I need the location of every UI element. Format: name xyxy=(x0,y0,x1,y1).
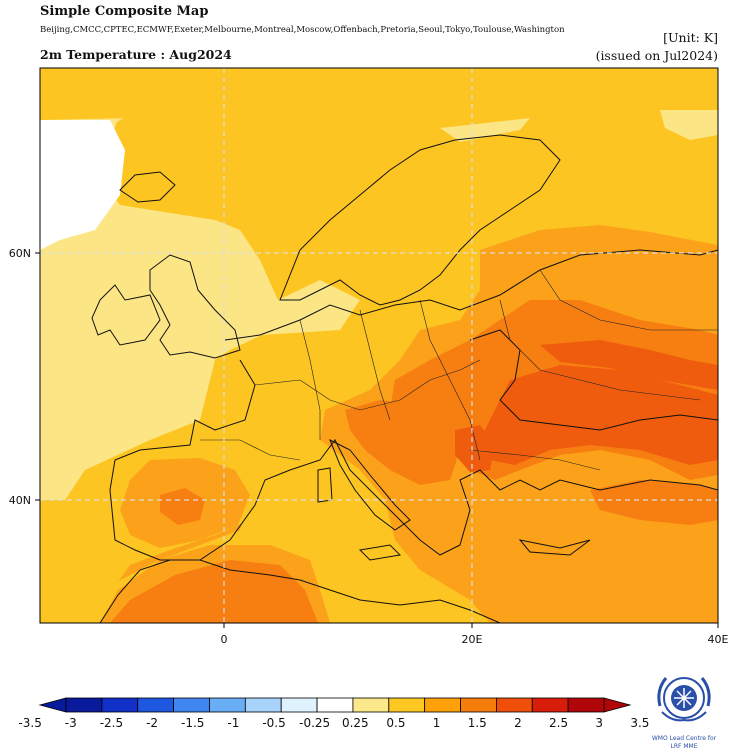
colorbar-extend-low xyxy=(38,697,67,713)
anomaly-area-025-05-svalbard xyxy=(440,118,530,142)
sicily-coast xyxy=(358,544,402,561)
ireland-coast xyxy=(91,284,161,346)
colorbar-label: 2.5 xyxy=(549,716,568,730)
colorbar-swatch xyxy=(280,697,318,713)
colorbar-label: -0.5 xyxy=(262,716,285,730)
border-line xyxy=(499,299,701,401)
scandinavia-coast xyxy=(279,134,561,306)
border-line xyxy=(200,439,301,461)
anomaly-area-15-2-turkey xyxy=(590,480,718,525)
colorbar-swatch xyxy=(137,697,175,713)
colorbar-swatch xyxy=(352,697,390,713)
colorbar: -3.5 -3 -2.5 -2 -1.5 -1 -0.5 -0.25 0.25 0.5 1 1.5 2 2… xyxy=(18,697,649,730)
lon-label-20e: 20E xyxy=(462,633,483,646)
colorbar-swatch xyxy=(316,697,354,713)
anomaly-area-025-05-barents xyxy=(660,110,718,140)
lat-label-60n: 60N xyxy=(9,247,31,260)
map-title: Simple Composite Map xyxy=(40,4,209,19)
colorbar-label: 1.5 xyxy=(468,716,487,730)
colorbar-label: 2 xyxy=(514,716,522,730)
colorbar-swatch xyxy=(101,697,139,713)
border-line xyxy=(469,449,601,471)
britain-coast xyxy=(149,254,241,359)
colorbar-swatch xyxy=(244,697,282,713)
wmo-emblem-icon xyxy=(657,677,711,722)
colorbar-extend-high xyxy=(603,697,632,713)
anomaly-area-025-05-west xyxy=(40,68,360,500)
wmo-logo: WMO Lead Centre for LRF MME xyxy=(652,677,717,750)
border-line xyxy=(299,319,321,440)
country-borders xyxy=(200,269,718,471)
lon-label-0: 0 xyxy=(221,633,228,646)
border-line xyxy=(359,309,391,421)
anomaly-area-2-25-ukraine xyxy=(480,365,718,465)
colorbar-swatch xyxy=(531,697,569,713)
anomaly-area-2-25-serbia xyxy=(455,425,495,472)
logo-text-line2: LRF MME xyxy=(670,743,697,750)
colorbar-label: -2 xyxy=(146,716,158,730)
north-coast xyxy=(224,249,718,341)
lat-label-40n: 40N xyxy=(9,494,31,507)
colorbar-label: 3.5 xyxy=(630,716,649,730)
anomaly-area-15-2-spain xyxy=(160,488,205,525)
colorbar-label: 0.5 xyxy=(386,716,405,730)
africa-coast xyxy=(99,559,501,623)
colorbar-label: -1 xyxy=(227,716,239,730)
colorbar-swatch xyxy=(424,697,461,713)
anomaly-area-15-2-africa xyxy=(110,560,318,623)
coastlines xyxy=(91,134,718,623)
ticks xyxy=(35,252,719,628)
anomaly-area-2-25-russia xyxy=(540,340,718,390)
lon-label-40e: 40E xyxy=(708,633,729,646)
colorbar-swatch xyxy=(495,697,533,713)
mediterranean-north-coast xyxy=(109,359,718,561)
colorbar-label: -3 xyxy=(65,716,77,730)
map-frame xyxy=(39,67,719,624)
unit-label: [Unit: K] xyxy=(663,30,718,45)
map-subtitle: 2m Temperature : Aug2024 xyxy=(40,47,232,62)
issued-label: (issued on Jul2024) xyxy=(595,48,718,63)
crete-coast xyxy=(518,539,591,556)
colorbar-label: 1 xyxy=(433,716,441,730)
colorbar-label: -2.5 xyxy=(100,716,123,730)
colorbar-label: -3.5 xyxy=(18,716,41,730)
anomaly-area-05-1-arctic xyxy=(40,68,225,120)
anomaly-area-025-05-atlantic xyxy=(40,215,125,375)
model-list: Beijing,CMCC,CPTEC,ECMWF,Exeter,Melbourn… xyxy=(40,25,565,35)
colorbar-label: -0.25 xyxy=(299,716,330,730)
anomaly-field xyxy=(40,68,718,623)
gridlines xyxy=(40,68,718,623)
border-line xyxy=(539,269,718,331)
border-line xyxy=(419,299,481,461)
logo-text-line1: WMO Lead Centre for xyxy=(652,735,717,742)
border-line xyxy=(254,359,481,411)
colorbar-label: -1.5 xyxy=(181,716,204,730)
colorbar-swatch xyxy=(388,697,426,713)
iceland-coast xyxy=(119,171,176,203)
colorbar-swatch xyxy=(567,697,605,713)
colorbar-label: 3 xyxy=(595,716,603,730)
anomaly-area-15-2-balkans xyxy=(345,400,460,485)
colorbar-swatch xyxy=(460,697,497,713)
colorbar-label: 0.25 xyxy=(342,716,369,730)
colorbar-swatch xyxy=(65,697,103,713)
italy-coast xyxy=(329,438,411,531)
anomaly-area-neutral xyxy=(40,120,125,250)
colorbar-swatch xyxy=(173,697,210,713)
colorbar-swatch xyxy=(209,697,246,713)
